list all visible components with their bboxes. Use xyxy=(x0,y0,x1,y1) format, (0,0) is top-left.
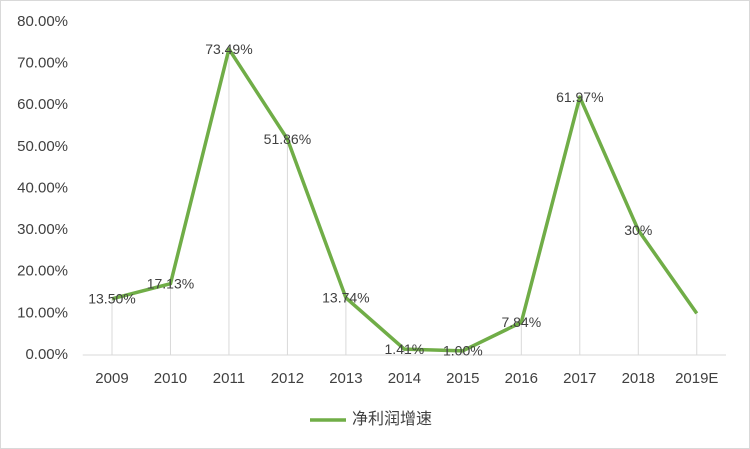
y-tick-label: 20.00% xyxy=(17,263,68,280)
data-label: 1.41% xyxy=(385,341,425,357)
data-label: 7.84% xyxy=(501,314,541,330)
x-tick-label: 2012 xyxy=(271,370,304,387)
y-tick-label: 70.00% xyxy=(17,55,68,72)
data-label: 13.50% xyxy=(88,291,135,307)
x-tick-label: 2011 xyxy=(213,370,245,387)
data-label: 73.49% xyxy=(205,41,252,57)
x-tick-label: 2019E xyxy=(675,370,718,387)
data-label: 51.86% xyxy=(264,131,311,147)
y-tick-label: 60.00% xyxy=(17,96,68,113)
y-tick-label: 0.00% xyxy=(25,346,68,363)
y-tick-label: 50.00% xyxy=(17,138,68,155)
data-label: 13.74% xyxy=(322,290,369,306)
x-tick-label: 2014 xyxy=(388,370,421,387)
x-tick-label: 2009 xyxy=(95,370,128,387)
data-label: 30% xyxy=(624,222,652,238)
x-tick-label: 2010 xyxy=(154,370,187,387)
x-tick-label: 2016 xyxy=(505,370,538,387)
legend-label: 净利润增速 xyxy=(352,410,432,428)
y-tick-label: 80.00% xyxy=(17,13,68,30)
series-line xyxy=(111,47,699,353)
x-tick-label: 2018 xyxy=(622,370,655,387)
y-tick-label: 40.00% xyxy=(17,179,68,196)
y-tick-label: 30.00% xyxy=(17,221,68,238)
data-label: 61.97% xyxy=(556,89,603,105)
y-tick-label: 10.00% xyxy=(17,304,68,321)
data-label: 1.00% xyxy=(443,343,483,359)
data-label: 17.13% xyxy=(147,275,194,291)
x-tick-label: 2013 xyxy=(329,370,362,387)
x-tick-label: 2017 xyxy=(563,370,596,387)
x-tick-label: 2015 xyxy=(446,370,479,387)
